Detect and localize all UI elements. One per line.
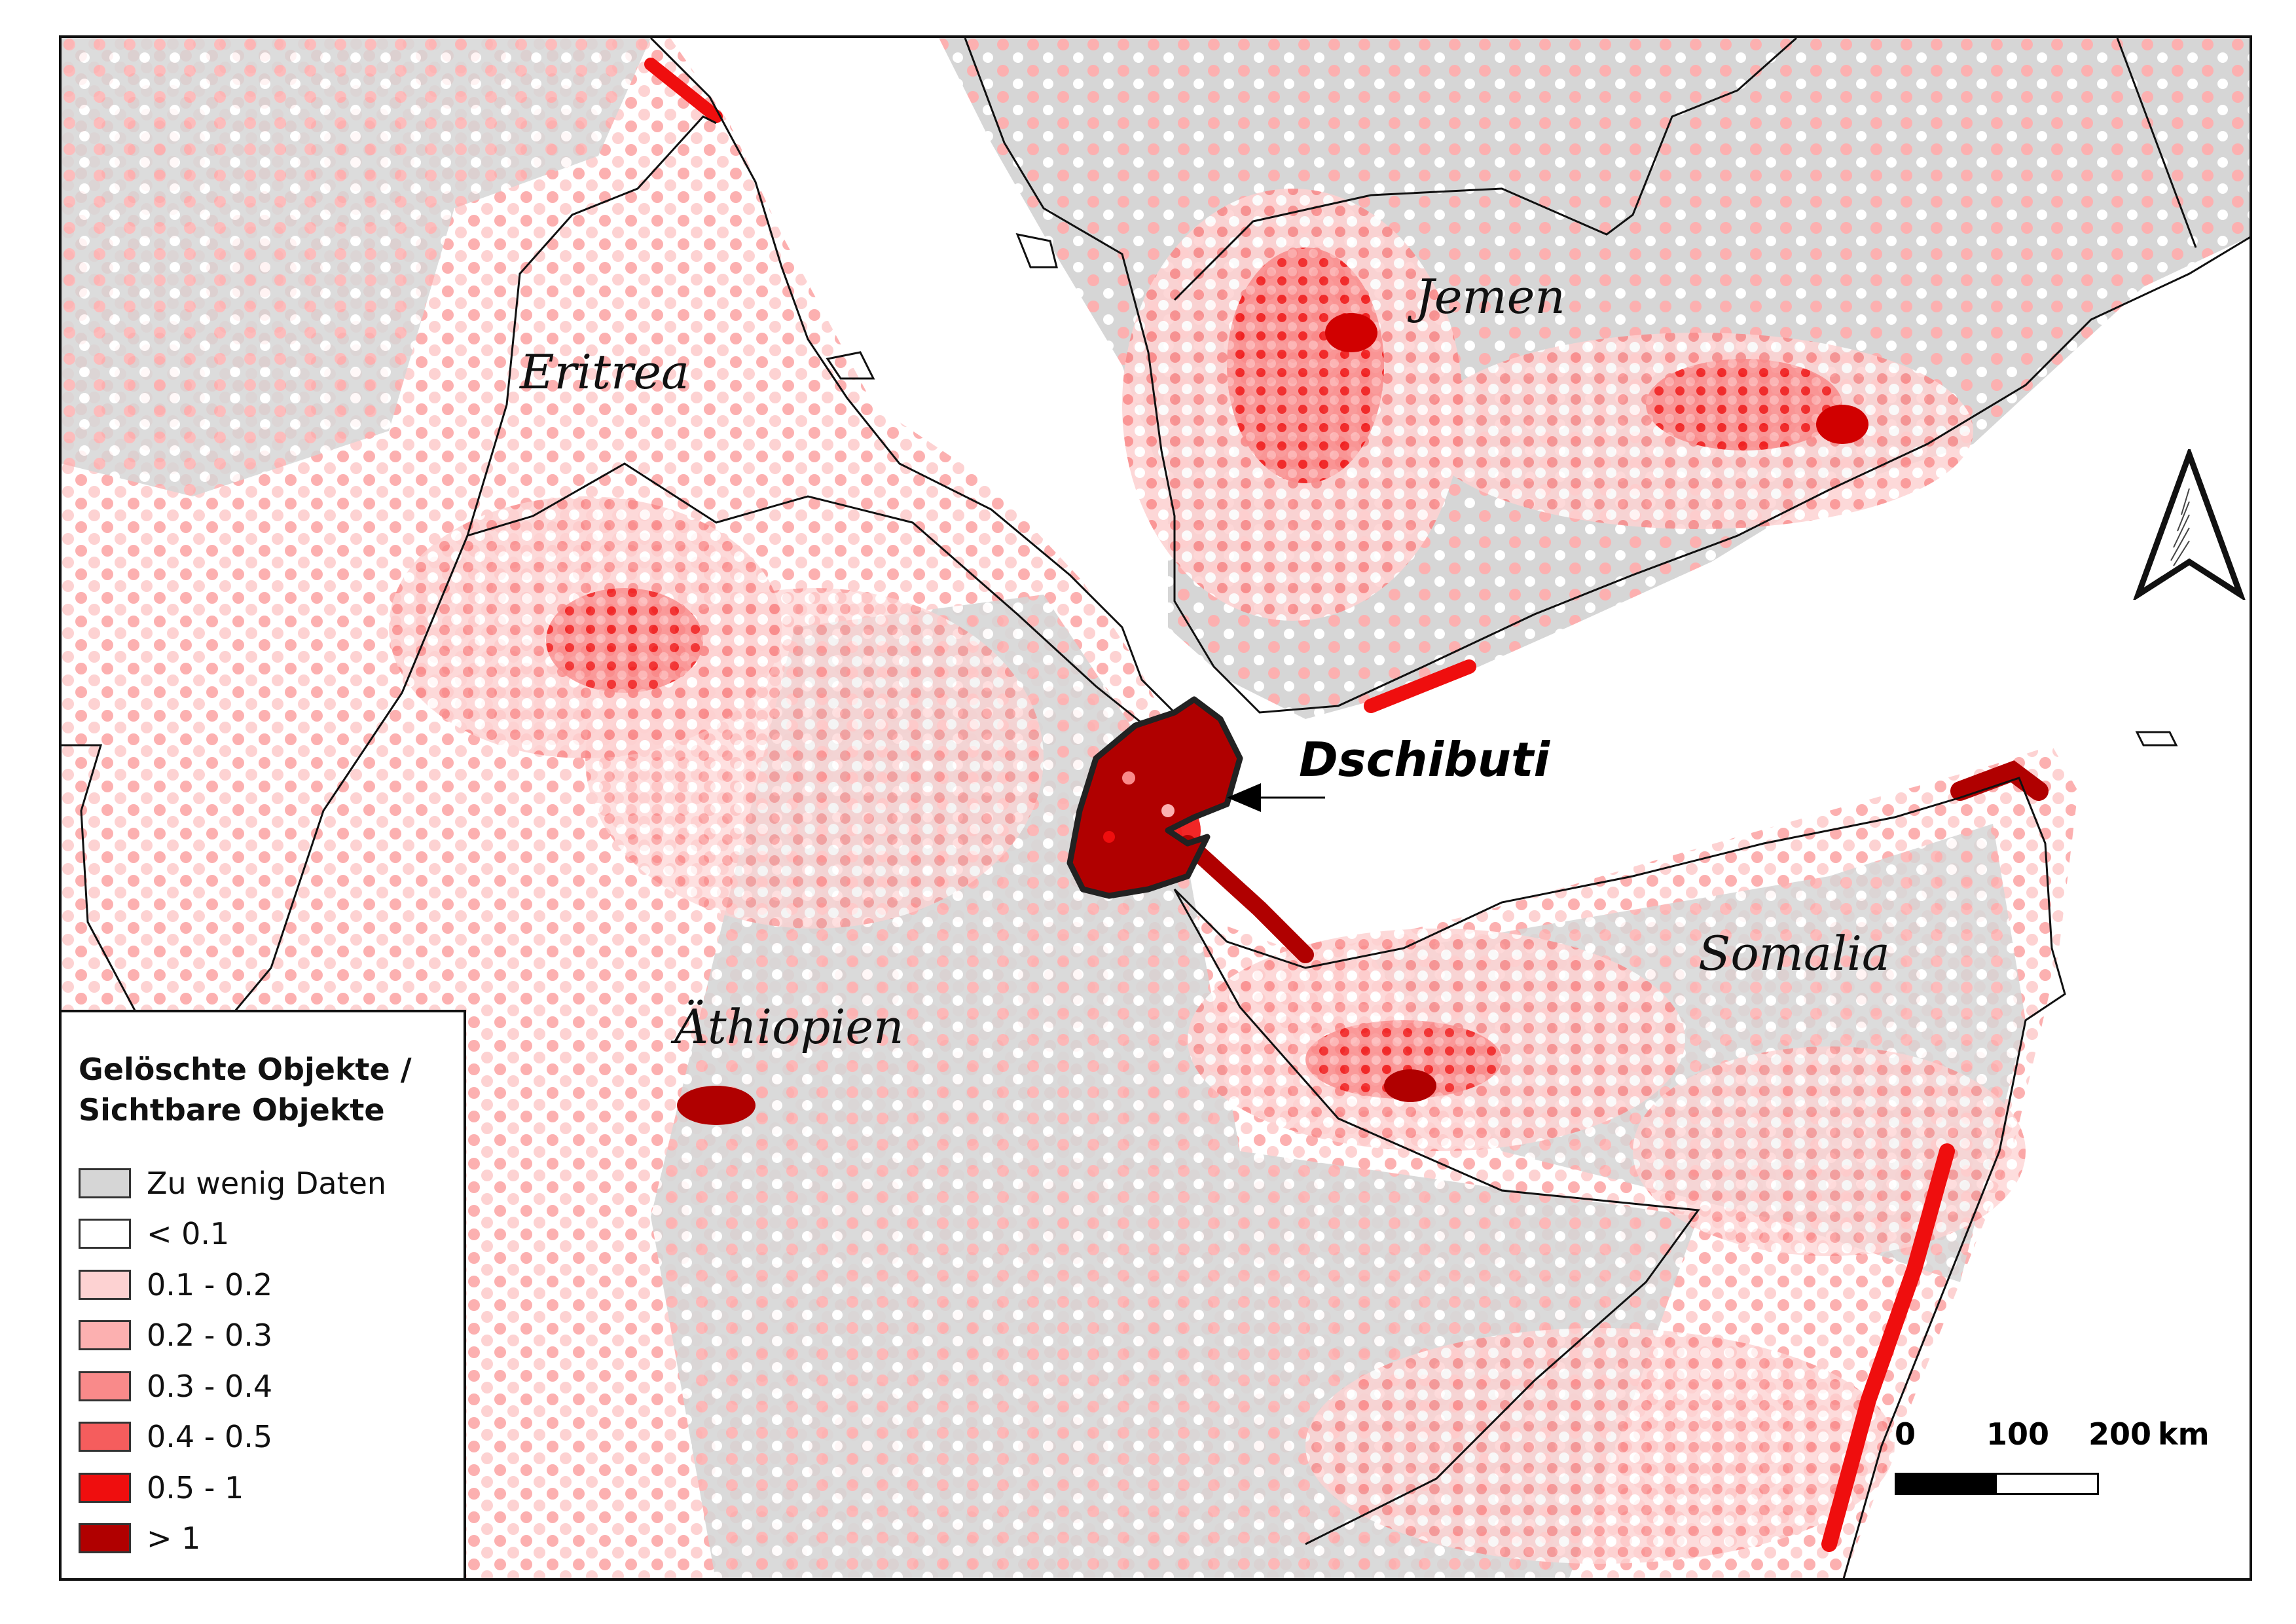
intensity-clusters	[389, 189, 2026, 1564]
legend-label: 0.4 - 0.5	[147, 1419, 273, 1455]
border-eritrea-ethiopia	[204, 462, 1162, 1047]
scale-label-200: 200	[2088, 1416, 2152, 1452]
border-ethiopia-somalia	[1173, 889, 1700, 1545]
legend-row: 0.4 - 0.5	[79, 1412, 464, 1463]
island-2	[826, 351, 875, 380]
legend: Gelöschte Objekte / Sichtbare Objekte Zu…	[59, 1010, 466, 1581]
scale-unit: km	[2158, 1416, 2210, 1452]
legend-label: Zu wenig Daten	[147, 1165, 387, 1201]
legend-row: 0.1 - 0.2	[79, 1259, 464, 1310]
legend-row: < 0.1	[79, 1209, 464, 1260]
legend-swatch	[79, 1269, 131, 1300]
island-1	[1015, 232, 1058, 268]
legend-swatch	[79, 1320, 131, 1351]
legend-row: > 1	[79, 1513, 464, 1564]
legend-row: Zu wenig Daten	[79, 1158, 464, 1209]
legend-swatch	[79, 1422, 131, 1452]
scale-bar-graphic	[1895, 1473, 2099, 1495]
map-frame: Eritrea Jemen Äthiopien Somalia Dschibut…	[59, 35, 2252, 1581]
scalebar: 0 100 200 km	[1895, 1416, 2210, 1502]
legend-label: 0.3 - 0.4	[147, 1368, 273, 1404]
label-jemen: Jemen	[1415, 269, 1565, 324]
legend-row: 0.5 - 1	[79, 1462, 464, 1513]
legend-swatch	[79, 1219, 131, 1249]
legend-items: Zu wenig Daten < 0.1 0.1 - 0.2 0.2 - 0.3 0.3…	[79, 1158, 464, 1564]
island-3	[2135, 731, 2178, 747]
legend-row: 0.2 - 0.3	[79, 1310, 464, 1361]
borders	[62, 38, 2250, 1578]
legend-title: Gelöschte Objekte / Sichtbare Objekte	[79, 1052, 412, 1128]
label-dschibuti: Dschibuti	[1299, 732, 1550, 787]
label-somalia: Somalia	[1698, 926, 1890, 981]
legend-label: > 1	[147, 1521, 201, 1557]
scale-label-100: 100	[1986, 1416, 2050, 1452]
north-arrow-icon	[2130, 445, 2248, 602]
map-canvas[interactable]	[62, 38, 2252, 1581]
coast-somalia	[1173, 777, 2066, 1578]
djibouti-outline	[1066, 696, 1243, 899]
border-yemen-oman	[2116, 38, 2197, 248]
legend-swatch	[79, 1523, 131, 1554]
legend-label: 0.1 - 0.2	[147, 1266, 273, 1302]
scale-bar-black	[1897, 1475, 1997, 1493]
coast-yemen	[964, 38, 2250, 714]
label-aethiopien: Äthiopien	[674, 999, 904, 1054]
legend-label: 0.5 - 1	[147, 1469, 244, 1505]
border-eritrea-sudan	[466, 115, 717, 536]
legend-swatch	[79, 1472, 131, 1503]
legend-label: < 0.1	[147, 1216, 230, 1252]
label-eritrea: Eritrea	[520, 344, 689, 399]
legend-swatch	[79, 1371, 131, 1401]
coastal-strips	[644, 58, 2049, 1552]
border-yemen-saudi	[1173, 38, 1797, 301]
legend-row: 0.3 - 0.4	[79, 1361, 464, 1412]
djibouti-pointer	[1227, 783, 1325, 812]
scale-label-0: 0	[1895, 1416, 1916, 1452]
legend-label: 0.2 - 0.3	[147, 1318, 273, 1354]
coast-eritrea-ethiopia	[649, 38, 1176, 714]
scale-bar-white	[1997, 1475, 2097, 1493]
legend-swatch	[79, 1168, 131, 1198]
land-northwest-grey	[62, 38, 651, 496]
